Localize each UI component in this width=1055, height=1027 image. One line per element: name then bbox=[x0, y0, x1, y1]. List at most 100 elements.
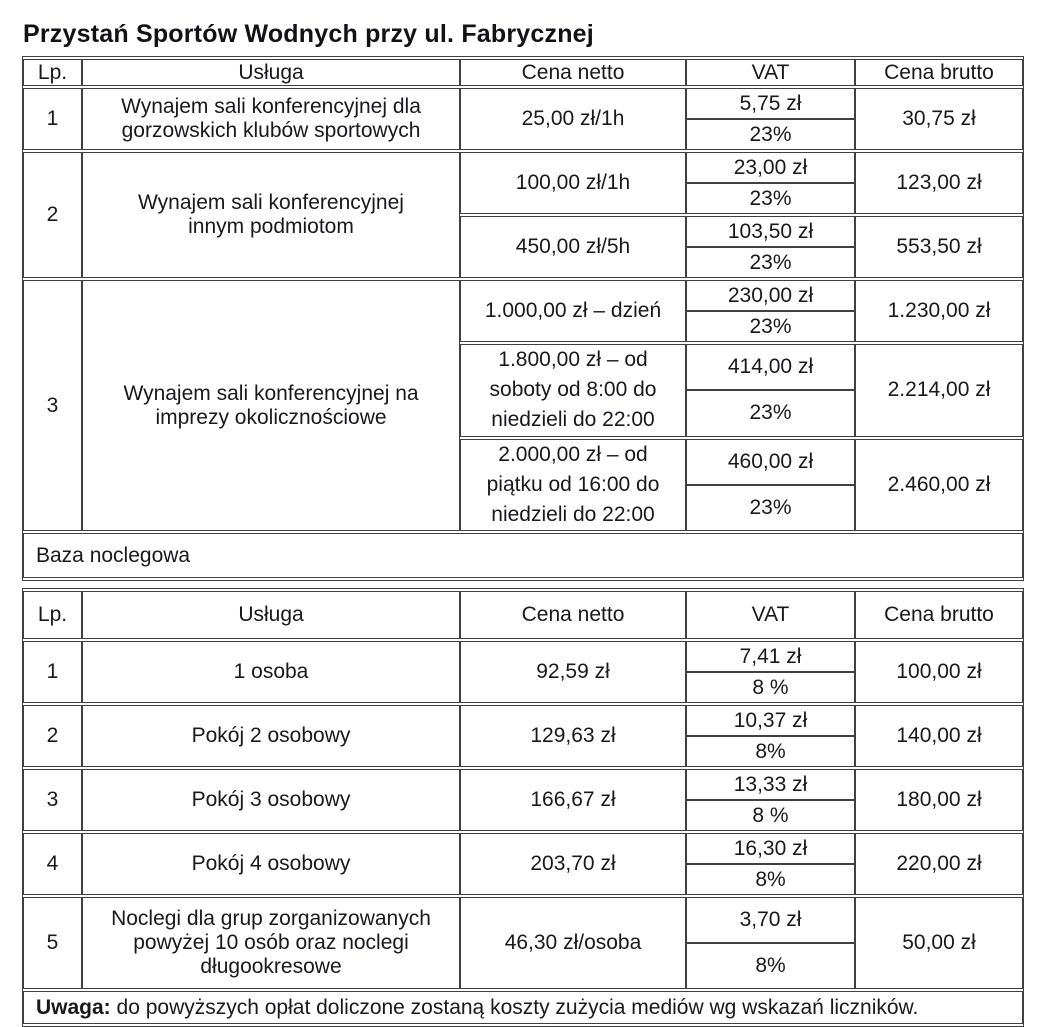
lp-cell: 2 bbox=[23, 705, 82, 768]
vat-amount: 7,41 zł bbox=[687, 642, 854, 674]
service-cell: Wynajem sali konferencyjnej na imprezy o… bbox=[82, 280, 460, 532]
service-cell: Wynajem sali konferencyjnej innym podmio… bbox=[82, 152, 460, 278]
lp-cell: 5 bbox=[23, 897, 82, 990]
vat-amount: 103,50 zł bbox=[687, 217, 854, 248]
gross-price-cell: 100,00 zł bbox=[855, 641, 1023, 704]
net-price-cell: 25,00 zł/1h bbox=[460, 88, 686, 150]
vat-cell: 230,00 zł 23% bbox=[686, 280, 855, 342]
conference-price-table: Lp. Usługa Cena netto VAT Cena brutto 1 … bbox=[22, 56, 1024, 582]
service-cell: Pokój 2 osobowy bbox=[82, 705, 460, 768]
table2-header-row: Lp. Usługa Cena netto VAT Cena brutto bbox=[23, 591, 1023, 640]
vat-cell: 5,75 zł 23% bbox=[686, 88, 855, 150]
col-header-cena-brutto: Cena brutto bbox=[855, 591, 1023, 640]
vat-amount: 3,70 zł bbox=[687, 898, 854, 945]
gross-price-cell: 1.230,00 zł bbox=[855, 280, 1023, 342]
lp-cell: 1 bbox=[23, 88, 82, 150]
net-price-cell: 1.000,00 zł – dzień bbox=[460, 280, 686, 342]
vat-amount: 460,00 zł bbox=[687, 440, 854, 487]
table-row: 1 Wynajem sali konferencyjnej dla gorzow… bbox=[23, 88, 1023, 150]
service-cell: Pokój 3 osobowy bbox=[82, 769, 460, 832]
col-header-cena-brutto: Cena brutto bbox=[855, 59, 1023, 86]
vat-rate: 8% bbox=[755, 954, 786, 978]
net-price-cell: 166,67 zł bbox=[460, 769, 686, 832]
gross-price-cell: 220,00 zł bbox=[855, 833, 1023, 896]
vat-cell: 103,50 zł 23% bbox=[686, 216, 855, 278]
table-row: 4 Pokój 4 osobowy 203,70 zł 16,30 zł 8% … bbox=[23, 833, 1023, 896]
col-header-cena-netto: Cena netto bbox=[460, 59, 686, 86]
table-row: 3 Pokój 3 osobowy 166,67 zł 13,33 zł 8 %… bbox=[23, 769, 1023, 832]
net-price-cell: 450,00 zł/5h bbox=[460, 216, 686, 278]
accommodation-price-table: Lp. Usługa Cena netto VAT Cena brutto 1 … bbox=[22, 588, 1024, 1027]
vat-rate: 23% bbox=[749, 401, 792, 425]
note-text: do powyższych opłat doliczone zostaną ko… bbox=[110, 995, 919, 1019]
col-header-vat: VAT bbox=[686, 591, 855, 640]
vat-amount: 414,00 zł bbox=[687, 345, 854, 392]
vat-cell: 23,00 zł 23% bbox=[686, 152, 855, 214]
lp-cell: 1 bbox=[23, 641, 82, 704]
table-row-variant: 2.000,00 zł – od piątku od 16:00 do nied… bbox=[23, 438, 1023, 532]
page-title: Przystań Sportów Wodnych przy ul. Fabryc… bbox=[23, 20, 594, 48]
note-label: Uwaga: bbox=[36, 995, 111, 1019]
gross-price-cell: 30,75 zł bbox=[855, 88, 1023, 150]
vat-rate: 8% bbox=[755, 739, 786, 763]
vat-rate: 8% bbox=[755, 867, 786, 891]
vat-cell: 3,70 zł 8% bbox=[686, 897, 855, 990]
net-price-cell: 129,63 zł bbox=[460, 705, 686, 768]
vat-amount: 23,00 zł bbox=[687, 153, 854, 184]
vat-cell: 7,41 zł 8 % bbox=[686, 641, 855, 704]
col-header-cena-netto: Cena netto bbox=[460, 591, 686, 640]
vat-rate: 23% bbox=[749, 122, 792, 146]
service-cell: 1 osoba bbox=[82, 641, 460, 704]
net-price-cell: 46,30 zł/osoba bbox=[460, 897, 686, 990]
table-row-variant: 1.800,00 zł – od soboty od 8:00 do niedz… bbox=[23, 344, 1023, 437]
vat-rate: 23% bbox=[749, 496, 792, 520]
net-price-cell: 2.000,00 zł – od piątku od 16:00 do nied… bbox=[460, 438, 686, 532]
table-row: 1 1 osoba 92,59 zł 7,41 zł 8 % 100,00 zł bbox=[23, 641, 1023, 704]
table-row: 2 Wynajem sali konferencyjnej innym podm… bbox=[23, 152, 1023, 278]
vat-amount: 10,37 zł bbox=[687, 706, 854, 738]
gross-price-cell: 50,00 zł bbox=[855, 897, 1023, 990]
gross-price-cell: 180,00 zł bbox=[855, 769, 1023, 832]
section-title: Baza noclegowa bbox=[23, 533, 1023, 579]
table1-header-row: Lp. Usługa Cena netto VAT Cena brutto bbox=[23, 59, 1023, 86]
lp-cell: 3 bbox=[23, 280, 82, 532]
section-row: Baza noclegowa bbox=[23, 533, 1023, 579]
gross-price-cell: 2.460,00 zł bbox=[855, 438, 1023, 532]
col-header-vat: VAT bbox=[686, 59, 855, 86]
net-price-cell: 203,70 zł bbox=[460, 833, 686, 896]
col-header-usluga: Usługa bbox=[82, 59, 460, 86]
lp-cell: 2 bbox=[23, 152, 82, 278]
col-header-lp: Lp. bbox=[23, 591, 82, 640]
table-row: 5 Noclegi dla grup zorganizowanych powyż… bbox=[23, 897, 1023, 990]
col-header-usluga: Usługa bbox=[82, 591, 460, 640]
gross-price-cell: 2.214,00 zł bbox=[855, 344, 1023, 437]
vat-amount: 5,75 zł bbox=[687, 89, 854, 120]
service-cell: Noclegi dla grup zorganizowanych powyżej… bbox=[82, 897, 460, 990]
table-row: 3 Wynajem sali konferencyjnej na imprezy… bbox=[23, 280, 1023, 532]
vat-cell: 414,00 zł 23% bbox=[686, 344, 855, 437]
vat-rate: 8 % bbox=[752, 675, 789, 699]
vat-cell: 460,00 zł 23% bbox=[686, 438, 855, 532]
vat-rate: 8 % bbox=[752, 803, 789, 827]
service-cell: Wynajem sali konferencyjnej dla gorzowsk… bbox=[82, 88, 460, 150]
gross-price-cell: 553,50 zł bbox=[855, 216, 1023, 278]
service-cell: Pokój 4 osobowy bbox=[82, 833, 460, 896]
net-price-cell: 1.800,00 zł – od soboty od 8:00 do niedz… bbox=[460, 344, 686, 437]
vat-cell: 10,37 zł 8% bbox=[686, 705, 855, 768]
net-price-cell: 92,59 zł bbox=[460, 641, 686, 704]
vat-amount: 13,33 zł bbox=[687, 770, 854, 802]
vat-rate: 23% bbox=[749, 186, 792, 210]
net-price-cell: 100,00 zł/1h bbox=[460, 152, 686, 214]
vat-cell: 13,33 zł 8 % bbox=[686, 769, 855, 832]
col-header-lp: Lp. bbox=[23, 59, 82, 86]
vat-rate: 23% bbox=[749, 250, 792, 274]
table-row: 2 Pokój 2 osobowy 129,63 zł 10,37 zł 8% … bbox=[23, 705, 1023, 768]
vat-amount: 16,30 zł bbox=[687, 834, 854, 866]
lp-cell: 4 bbox=[23, 833, 82, 896]
gross-price-cell: 123,00 zł bbox=[855, 152, 1023, 214]
vat-rate: 23% bbox=[749, 314, 792, 338]
note-cell: Uwaga: do powyższych opłat doliczone zos… bbox=[23, 991, 1023, 1025]
gross-price-cell: 140,00 zł bbox=[855, 705, 1023, 768]
lp-cell: 3 bbox=[23, 769, 82, 832]
